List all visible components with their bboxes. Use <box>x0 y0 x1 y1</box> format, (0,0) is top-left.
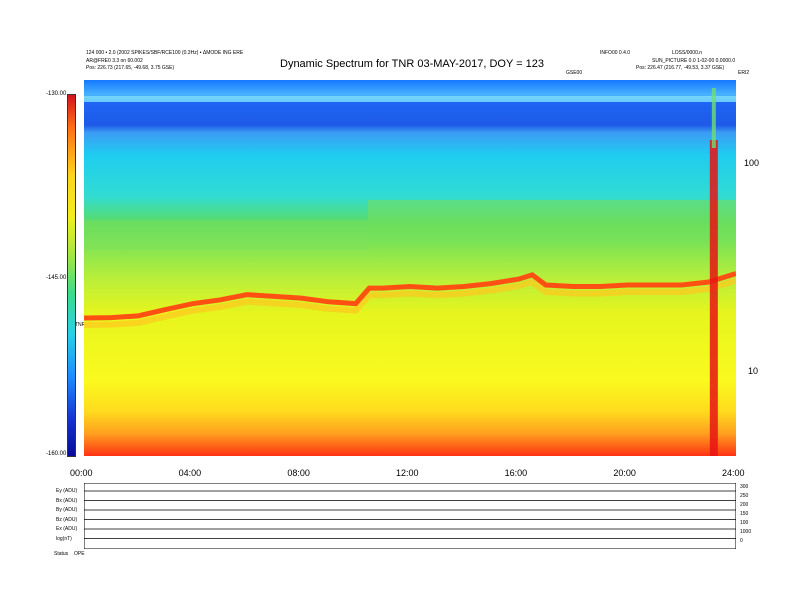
panel-right-value: 0 <box>740 538 743 544</box>
spectrogram-background <box>84 80 736 456</box>
panel-label: Ex (ADU) <box>56 526 78 532</box>
y-tick-10: 10 <box>748 366 759 376</box>
panel-right-value: 250 <box>740 493 749 499</box>
header-left-line1: 124 000 • 2.0 (2002 SPIKES/SBF/RCE100 (0… <box>86 50 244 56</box>
header-right-line3: SUN_PICTURE 0.0 1-02-00 0.0000.0 <box>652 58 736 64</box>
panel-right-value: 150 <box>740 511 749 517</box>
burst-column-top <box>711 88 716 148</box>
colorbar-tick-bottom: -160.00 <box>46 451 67 457</box>
top-stripe <box>84 96 736 102</box>
panel-right-value: 300 <box>740 484 749 490</box>
panel-label: Bz (ADU) <box>56 516 78 523</box>
panel-label: By (ADU) <box>56 507 78 513</box>
panel-label: Ey (ADU) <box>56 488 78 494</box>
emission-band-halo <box>84 277 736 329</box>
x-tick-label: 12:00 <box>396 468 419 478</box>
status-label: Status <box>54 551 69 557</box>
chart-title: Dynamic Spectrum for TNR 03-MAY-2017, DO… <box>280 58 545 70</box>
housekeeping-panel <box>84 483 736 549</box>
green-region-left <box>84 220 368 250</box>
colorbar-unit-label: TNR <box>75 322 86 328</box>
colorbar <box>67 94 76 457</box>
panel-right-value: 100 <box>740 520 749 526</box>
x-tick-label: 24:00 <box>722 468 745 478</box>
colorbar-tick-mid: -145.00 <box>46 275 67 281</box>
header-left-position: Pos: 226.73 (217.65, -49.68, 3.75 GSE) <box>86 65 175 71</box>
colorbar-tick-top: -130.00 <box>46 91 67 97</box>
header-right-position: Pos: 226.47 (216.77, -49.53, 3.37 GSE) <box>636 65 725 71</box>
gse-marker: GSE00 <box>566 70 583 76</box>
x-tick-label: 04:00 <box>178 468 202 478</box>
x-tick-label: 08:00 <box>287 468 310 478</box>
status-label-2: OPE <box>74 551 85 557</box>
panel-label: Bx (ADU) <box>56 497 78 504</box>
x-tick-label: 16:00 <box>504 468 528 478</box>
spectrogram-plot <box>84 80 736 456</box>
green-region-right <box>368 200 736 240</box>
header-left-line2: AR@FRE0 3.3 on 60.002 <box>86 58 143 64</box>
header-right-small: ERI2 <box>738 70 750 76</box>
panel-right-value: 1000 <box>740 529 752 535</box>
x-tick-label: 20:00 <box>613 468 636 478</box>
header-right-line2: LOSS/0000.n <box>672 50 703 56</box>
panel-right-value: 200 <box>740 502 749 508</box>
header-right-line1: INFO00 0.4.0 <box>600 50 631 56</box>
burst-column <box>709 140 718 456</box>
x-tick-label: 00:00 <box>70 468 93 478</box>
panel-label: log(nT) <box>56 535 72 542</box>
emission-band <box>84 271 736 321</box>
y-tick-100: 100 <box>744 158 760 168</box>
